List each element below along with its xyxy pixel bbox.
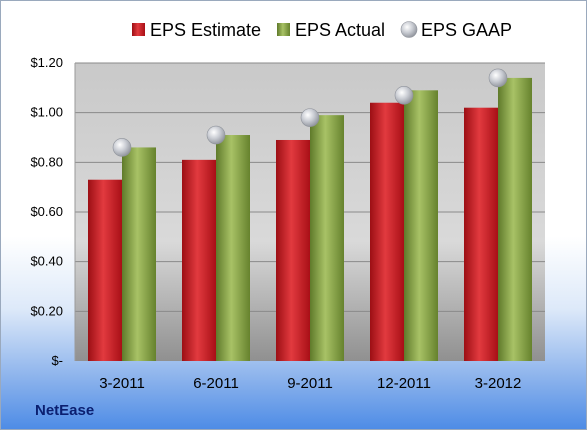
x-category-label: 9-2011 xyxy=(287,375,333,392)
y-tick-label: $0.80 xyxy=(30,154,63,169)
eps-actual-bar xyxy=(122,147,156,361)
eps-actual-bar xyxy=(310,115,344,362)
legend-label: EPS GAAP xyxy=(421,20,512,40)
eps-gaap-marker xyxy=(488,68,508,88)
eps-estimate-bar xyxy=(88,179,122,361)
eps-actual-bar xyxy=(498,77,532,362)
y-tick-label: $0.40 xyxy=(30,254,63,269)
eps-actual-bar xyxy=(404,90,438,362)
legend-label: EPS Estimate xyxy=(150,20,261,40)
x-category-label: 3-2012 xyxy=(475,375,522,392)
y-tick-label: $0.20 xyxy=(30,303,63,318)
eps-gaap-marker xyxy=(112,138,132,157)
legend-swatch xyxy=(277,23,290,36)
y-tick-label: $0.60 xyxy=(30,204,63,219)
eps-actual-bar xyxy=(216,135,250,361)
legend-eps-actual: EPS Actual xyxy=(277,20,385,40)
x-category-label: 12-2011 xyxy=(377,375,431,392)
eps-gaap-marker xyxy=(394,85,414,105)
eps-gaap-marker xyxy=(300,108,320,127)
y-tick-label: $1.20 xyxy=(30,55,63,70)
legend-swatch xyxy=(400,21,418,38)
eps-estimate-bar xyxy=(370,102,404,361)
legend-eps-gaap: EPS GAAP xyxy=(400,20,512,40)
legend-label: EPS Actual xyxy=(295,20,385,40)
x-category-label: 3-2011 xyxy=(99,375,145,392)
company-name: NetEase xyxy=(35,402,95,419)
legend-eps-estimate: EPS Estimate xyxy=(132,20,261,40)
eps-gaap-marker xyxy=(206,125,226,145)
eps-estimate-bar xyxy=(464,107,498,361)
legend-swatch xyxy=(132,23,145,36)
eps-estimate-bar xyxy=(276,139,310,361)
x-category-label: 6-2011 xyxy=(193,375,239,392)
y-tick-label: $- xyxy=(51,353,63,368)
y-tick-label: $1.00 xyxy=(30,105,63,120)
eps-estimate-bar xyxy=(182,159,216,361)
